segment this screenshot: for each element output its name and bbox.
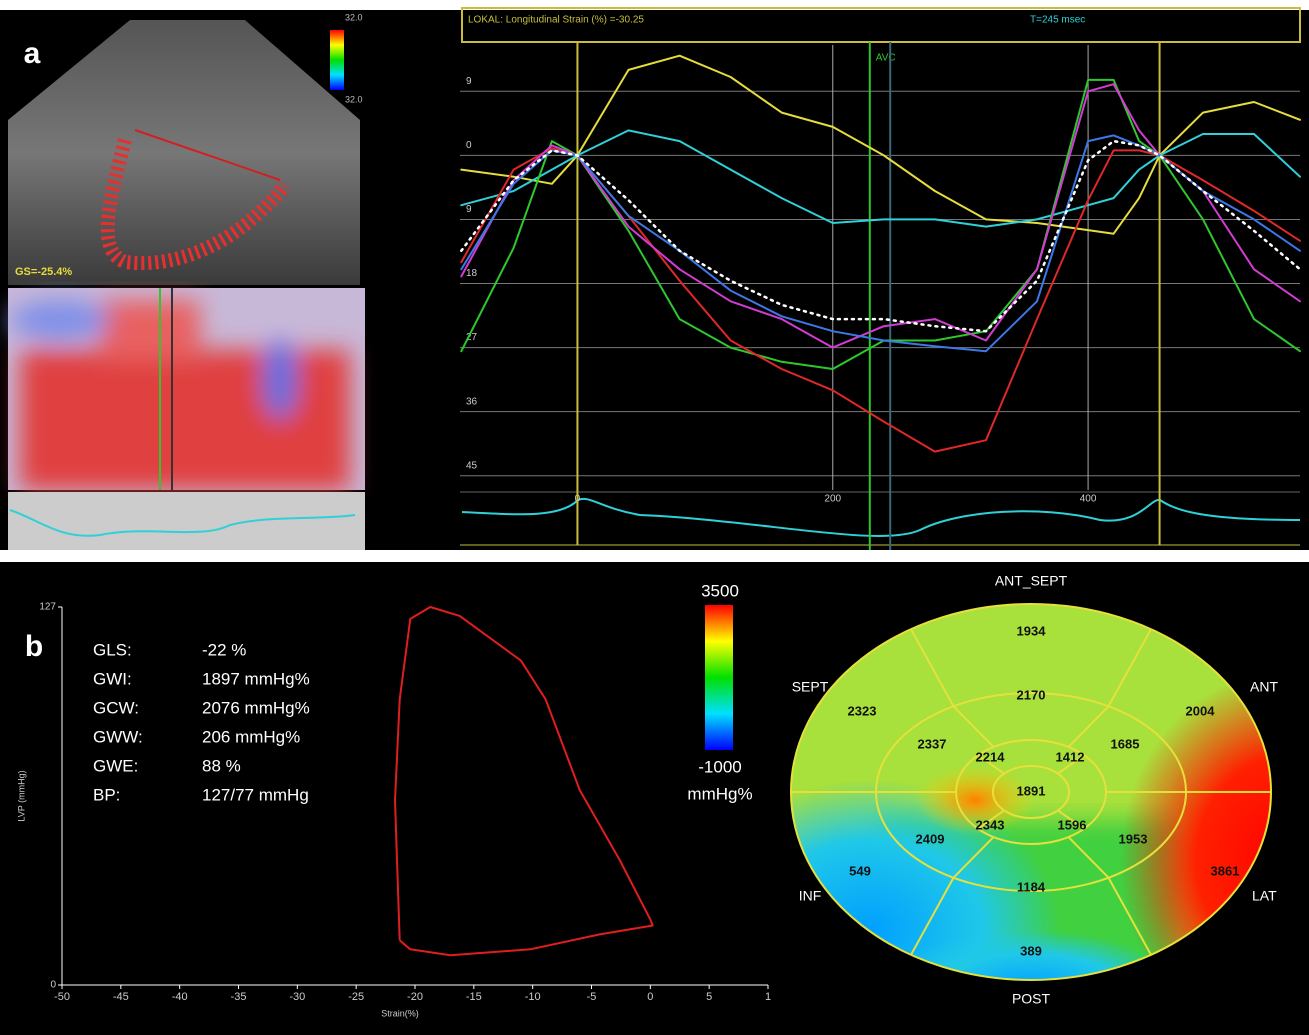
y-tick-label: 36	[466, 396, 478, 407]
colorbar-max: 3500	[701, 581, 739, 600]
segment-value: 2004	[1186, 703, 1216, 718]
segment-label: ANT	[1250, 679, 1278, 695]
x-tick-label: -30	[289, 991, 305, 1003]
y-tick-label: 18	[466, 268, 478, 279]
echo-scale	[330, 30, 344, 90]
stat-value: 1897 mmHg%	[202, 669, 310, 688]
x-tick-label: -25	[348, 991, 364, 1003]
y-tick-label: 9	[466, 76, 472, 87]
segment-value: 3861	[1211, 863, 1240, 878]
x-tick-label: -35	[231, 991, 247, 1003]
segment-label: LAT	[1252, 888, 1277, 904]
x-tick-label: -50	[54, 991, 70, 1003]
stat-value: 88 %	[202, 756, 241, 775]
scale-label: 32.0	[345, 12, 363, 22]
x-axis-title: Strain(%)	[381, 1008, 419, 1018]
panel-label: b	[25, 630, 43, 663]
segment-label: POST	[1012, 991, 1051, 1007]
segment-value: 1934	[1017, 623, 1047, 638]
stat-name: GLS:	[93, 640, 132, 659]
x-tick-label: -15	[466, 991, 482, 1003]
x-tick-label: 1	[765, 991, 771, 1003]
segment-value: 2343	[976, 817, 1005, 832]
x-tick-label: -20	[407, 991, 423, 1003]
stat-name: GWW:	[93, 727, 143, 746]
stat-name: BP:	[93, 785, 120, 804]
stat-value: 127/77 mmHg	[202, 785, 309, 804]
segment-value: 2170	[1017, 687, 1046, 702]
segment-value: 2409	[916, 831, 945, 846]
x-tick-label: -45	[113, 991, 129, 1003]
x-tick-label: -10	[525, 991, 541, 1003]
stat-name: GCW:	[93, 698, 139, 717]
figure: 32.0 32.0 GS=-25.4% a b LOKAL: Longitudina…	[0, 0, 1309, 1035]
segment-value: 1596	[1058, 817, 1087, 832]
y-tick-label: 0	[50, 980, 56, 991]
colorbar-unit: mmHg%	[687, 784, 752, 803]
stat-name: GWI:	[93, 669, 132, 688]
segment-value: 1891	[1017, 783, 1046, 798]
x-tick-label: 0	[647, 991, 653, 1003]
mmode-strip	[8, 492, 365, 550]
stat-value: 2076 mmHg%	[202, 698, 310, 717]
y-tick-label: 0	[466, 140, 472, 151]
segment-label: SEPT	[792, 679, 829, 695]
colorbar-min: -1000	[698, 757, 741, 776]
x-tick-label: -40	[172, 991, 188, 1003]
stat-name: GWE:	[93, 756, 138, 775]
segment-value: 2323	[848, 703, 877, 718]
segment-value: 2337	[918, 736, 947, 751]
stat-value: 206 mmHg%	[202, 727, 300, 746]
avc-label: AVC	[876, 53, 896, 64]
y-axis-title: LVP (mmHg)	[16, 770, 26, 821]
segment-value: 1953	[1119, 831, 1148, 846]
segment-value: 389	[1020, 943, 1042, 958]
segment-value: 2214	[976, 749, 1006, 764]
segment-value: 549	[849, 863, 871, 878]
panel-label: a	[24, 37, 41, 70]
x-tick-label: 400	[1080, 494, 1097, 505]
segment-label: ANT_SEPT	[995, 573, 1068, 589]
y-tick-label: 45	[466, 460, 478, 471]
chart-title: LOKAL: Longitudinal Strain (%) =-30.25	[468, 15, 644, 26]
segment-value: 1184	[1017, 879, 1046, 894]
chart-subtitle: T=245 msec	[1030, 15, 1085, 26]
gs-label: GS=-25.4%	[15, 266, 72, 278]
x-tick-label: -5	[587, 991, 597, 1003]
segment-value: 1685	[1111, 736, 1140, 751]
x-tick-label: 200	[824, 494, 841, 505]
colorbar	[705, 605, 733, 750]
x-tick-label: 5	[706, 991, 712, 1003]
y-tick-label: 127	[39, 602, 56, 613]
segment-value: 1412	[1056, 749, 1085, 764]
segment-label: INF	[799, 888, 822, 904]
stat-value: -22 %	[202, 640, 246, 659]
scale-label: 32.0	[345, 94, 363, 104]
y-tick-label: 9	[466, 204, 472, 215]
